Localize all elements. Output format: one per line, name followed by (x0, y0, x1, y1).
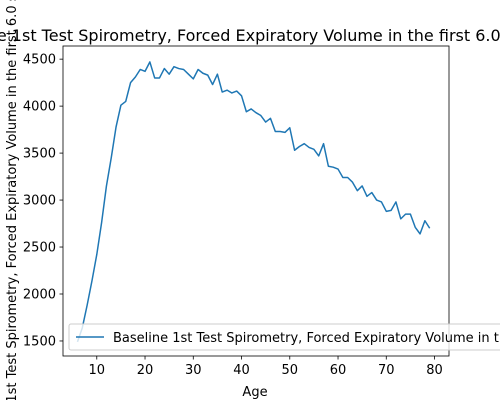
x-tick-label: 70 (378, 363, 395, 378)
series-line-0 (76, 61, 431, 343)
axes: 10 20 30 40 50 60 70 80 1500 2000 2500 3000 3500 4000… (23, 45, 450, 378)
y-tick-label: 2000 (23, 288, 56, 303)
plot-frame (62, 45, 450, 357)
legend-entry-label: Baseline 1st Test Spirometry, Forced Exp… (113, 331, 500, 346)
x-axis-label: Age (242, 385, 267, 400)
y-tick-label: 4500 (23, 53, 56, 68)
legend: Baseline 1st Test Spirometry, Forced Exp… (68, 323, 500, 351)
x-tick-label: 50 (282, 363, 299, 378)
x-tick-label: 10 (89, 363, 106, 378)
y-axis-label: Baseline 1st Test Spirometry, Forced Exp… (5, 0, 20, 400)
plot-area (76, 61, 431, 343)
x-tick-label: 60 (330, 363, 347, 378)
chart-title: Baseline 1st Test Spirometry, Forced Exp… (0, 26, 500, 45)
y-tick-label: 3000 (23, 194, 56, 209)
y-tick-label: 1500 (23, 334, 56, 349)
y-tick-label: 3500 (23, 147, 56, 162)
legend-box (68, 323, 500, 351)
y-tick-label: 4000 (23, 100, 56, 115)
y-tick-label: 2500 (23, 241, 56, 256)
x-tick-label: 40 (233, 363, 250, 378)
x-tick-label: 80 (426, 363, 443, 378)
x-tick-label: 20 (137, 363, 154, 378)
x-tick-label: 30 (185, 363, 202, 378)
